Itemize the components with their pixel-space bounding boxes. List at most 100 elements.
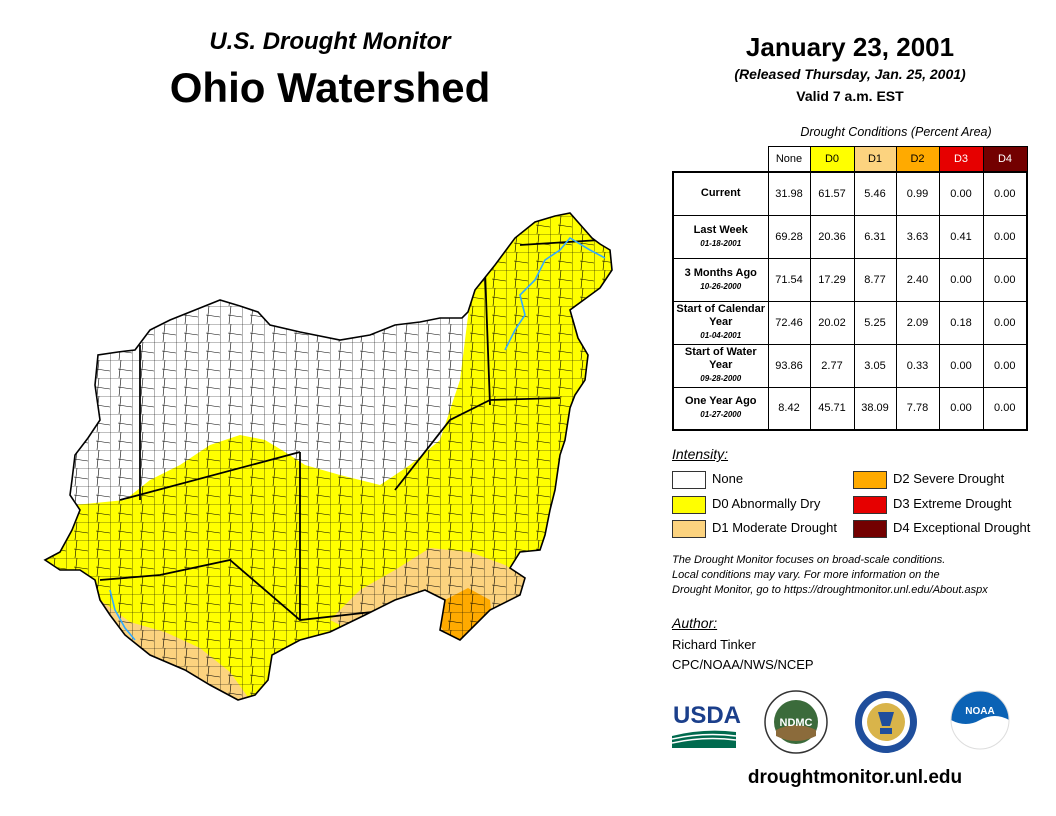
note-line: The Drought Monitor focuses on broad-sca… (672, 554, 946, 566)
county-lines (45, 213, 612, 700)
note-line: Drought Monitor, go to https://droughtmo… (672, 584, 988, 596)
usda-logo: USDA (673, 702, 742, 729)
table-cell: 72.46 (767, 300, 811, 345)
table-cell: 17.29 (809, 257, 855, 302)
row-label-text: Start of Calendar Year (676, 303, 766, 328)
col-header-none: None (767, 146, 811, 173)
table-header-row: None D0 D1 D2 D3 D4 (673, 146, 1028, 173)
table-cell: 8.77 (853, 257, 897, 302)
table-cell: 2.40 (895, 257, 940, 302)
row-label-text: 3 Months Ago (684, 266, 757, 279)
table-cell: 5.46 (853, 171, 897, 216)
legend-label: D0 Abnormally Dry (712, 496, 821, 511)
table-caption: Drought Conditions (Percent Area) (800, 125, 992, 139)
table-cell: 0.00 (982, 171, 1028, 216)
table-row: 3 Months Ago 10-26-2000 71.54 17.29 8.77 … (672, 257, 1028, 302)
swatch-d2 (853, 470, 887, 489)
row-label-text: Start of Water Year (684, 346, 757, 371)
col-header-d3: D3 (938, 146, 984, 173)
swatch-d0 (672, 495, 706, 514)
release-date: (Released Thursday, Jan. 25, 2001) (734, 66, 966, 82)
table-cell: 45.71 (809, 386, 855, 431)
row-date: 10-26-2000 (700, 281, 742, 291)
table-cell: 0.00 (982, 386, 1028, 431)
table-cell: 0.00 (938, 257, 984, 302)
table-cell: 3.63 (895, 214, 940, 259)
swatch-none (672, 470, 706, 489)
table-cell: 0.00 (938, 171, 984, 216)
table-cell: 38.09 (853, 386, 897, 431)
table-row: Start of Water Year 09-28-2000 93.86 2.77… (672, 343, 1028, 388)
map-date: January 23, 2001 (745, 32, 955, 62)
table-row: Current 31.98 61.57 5.46 0.99 0.00 0.00 (672, 171, 1028, 216)
legend-label: D2 Severe Drought (893, 471, 1005, 486)
author-org: CPC/NOAA/NWS/NCEP (672, 657, 814, 672)
legend-item-d3: D3 Extreme Drought (853, 495, 1012, 514)
legend-label: D4 Exceptional Drought (893, 520, 1031, 535)
table-cell: 31.98 (767, 171, 811, 216)
legend-label: D1 Moderate Drought (712, 520, 838, 535)
col-header-d1: D1 (853, 146, 897, 173)
map-subtitle: U.S. Drought Monitor (209, 28, 451, 55)
table-cell: 0.00 (982, 300, 1028, 345)
watershed-map (44, 212, 613, 701)
note-line: Local conditions may vary. For more info… (672, 569, 940, 581)
table-cell: 20.02 (809, 300, 855, 345)
row-label-text: One Year Ago (684, 395, 757, 408)
swatch-d1 (672, 519, 706, 538)
row-label: Start of Water Year 09-28-2000 (672, 343, 769, 388)
table-cell: 0.00 (938, 343, 984, 388)
row-label: Last Week 01-18-2001 (672, 214, 769, 259)
table-cell: 0.18 (938, 300, 984, 345)
table-cell: 7.78 (895, 386, 940, 431)
author-label: Author: (672, 615, 718, 631)
table-cell: 0.00 (938, 386, 984, 431)
usda-logo-swoosh (672, 730, 736, 748)
commerce-seal-logo (855, 691, 917, 753)
legend-label: None (712, 471, 744, 486)
table-cell: 2.77 (809, 343, 855, 388)
table-cell: 0.41 (938, 214, 984, 259)
rivers (109, 236, 606, 641)
valid-time: Valid 7 a.m. EST (796, 88, 904, 104)
drought-conditions-table: None D0 D1 D2 D3 D4 Current 31.98 61.57 … (672, 146, 1028, 431)
row-label-text: Current (700, 187, 741, 200)
table-row: Start of Calendar Year 01-04-2001 72.46 2… (672, 300, 1028, 345)
row-label: 3 Months Ago 10-26-2000 (672, 257, 769, 302)
table-cell: 2.09 (895, 300, 940, 345)
table-cell: 61.57 (809, 171, 855, 216)
legend-item-d0: D0 Abnormally Dry (672, 495, 821, 514)
row-label: Start of Calendar Year 01-04-2001 (672, 300, 769, 345)
table-cell: 8.42 (767, 386, 811, 431)
row-date: 01-27-2000 (700, 410, 742, 420)
row-label-text: Last Week (693, 223, 748, 236)
table-cell: 93.86 (767, 343, 811, 388)
table-cell: 0.00 (982, 257, 1028, 302)
table-cell: 0.99 (895, 171, 940, 216)
row-label: One Year Ago 01-27-2000 (672, 386, 769, 431)
legend-label: D3 Extreme Drought (893, 496, 1012, 511)
drought-areas (45, 213, 612, 700)
table-cell: 5.25 (853, 300, 897, 345)
table-cell: 0.00 (982, 214, 1028, 259)
ndmc-logo-text: NDMC (780, 717, 813, 729)
noaa-logo: NOAA (950, 690, 1010, 750)
row-date: 09-28-2000 (700, 374, 742, 383)
legend-item-none: None (672, 470, 744, 489)
legend-item-d1: D1 Moderate Drought (672, 519, 838, 538)
table-row: Last Week 01-18-2001 69.28 20.36 6.31 3.6… (672, 214, 1028, 259)
row-date: 01-04-2001 (700, 331, 742, 340)
ndmc-logo: NDMC (764, 690, 828, 754)
table-cell: 20.36 (809, 214, 855, 259)
col-header-d0: D0 (809, 146, 855, 173)
table-cell: 6.31 (853, 214, 897, 259)
table-row: One Year Ago 01-27-2000 8.42 45.71 38.09 … (672, 386, 1028, 431)
col-header-d2: D2 (895, 146, 940, 173)
author-name: Richard Tinker (672, 637, 756, 652)
table-cell: 69.28 (767, 214, 811, 259)
table-cell: 71.54 (767, 257, 811, 302)
row-date: 01-18-2001 (700, 238, 742, 248)
swatch-d3 (853, 495, 887, 514)
legend-title: Intensity: (672, 446, 729, 462)
table-cell: 3.05 (853, 343, 897, 388)
